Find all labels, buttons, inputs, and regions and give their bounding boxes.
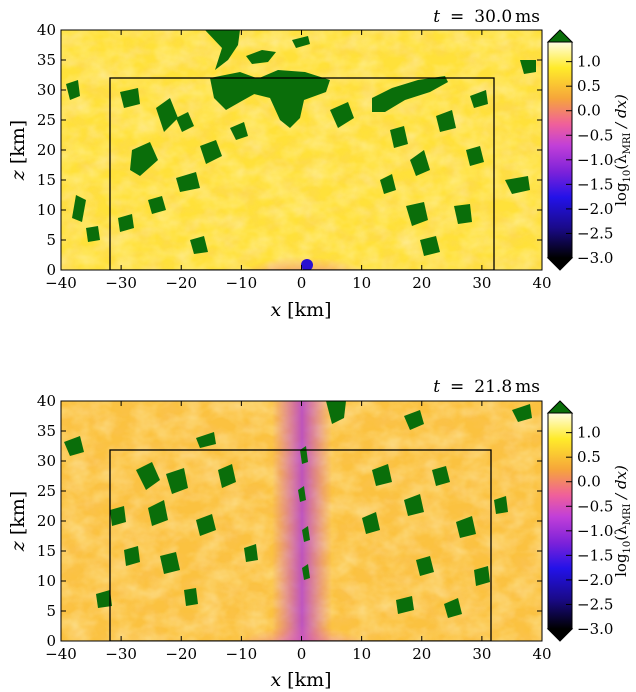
- colorbar-tick-label: −1.5: [577, 175, 613, 193]
- time-value: 21.8: [474, 377, 512, 397]
- x-tick-label: −10: [226, 274, 258, 292]
- heatmap-bottom: [61, 401, 542, 641]
- y-tick-label: 10: [37, 572, 56, 590]
- colorbar-tick-label: 0.5: [577, 77, 601, 95]
- colorbar-over-arrow: [546, 29, 574, 43]
- x-tick-label: 0: [297, 274, 307, 292]
- time-symbol: t: [433, 7, 440, 27]
- colorbar-gradient: [547, 412, 573, 630]
- x-tick-label: 40: [532, 274, 551, 292]
- axis-ticks-bottom: −40 −30 −20 −10 0 10 20 30 40 0 5 10 15 20 25 30 35 40: [37, 392, 552, 663]
- x-axis-label-bottom: x [km]: [270, 669, 331, 691]
- colorbar-tick-label: 1.0: [577, 53, 601, 71]
- x-tick-label: 20: [412, 645, 431, 663]
- colorbar-tick-label: −2.5: [577, 595, 613, 613]
- colorbar-tick-label: −0.5: [577, 497, 613, 515]
- colorbar-label-top: log10(λMRI / dx): [612, 94, 633, 206]
- y-tick-label: 40: [37, 21, 56, 39]
- colorbar-tick-label: −2.0: [577, 571, 613, 589]
- colorbar-tick-label: −0.5: [577, 126, 613, 144]
- colorbar-tick-label: −1.5: [577, 546, 613, 564]
- colorbar-under-arrow: [546, 628, 574, 642]
- x-tick-label: −40: [45, 645, 77, 663]
- core-region: [207, 202, 397, 270]
- colorbar-tick-label: −2.5: [577, 224, 613, 242]
- y-tick-label: 0: [46, 632, 56, 650]
- colorbar-tick-label: −3.0: [577, 620, 613, 638]
- y-tick-label: 5: [46, 231, 56, 249]
- colorbar-tick-label: −1.0: [577, 151, 613, 169]
- x-tick-label: 20: [412, 274, 431, 292]
- inner-box-top: [109, 77, 495, 270]
- colorbar-gradient: [547, 41, 573, 259]
- y-tick-label: 30: [37, 81, 56, 99]
- y-tick-label: 15: [37, 542, 56, 560]
- x-tick-label: 30: [472, 645, 491, 663]
- y-tick-label: 25: [37, 482, 56, 500]
- y-tick-label: 35: [37, 422, 56, 440]
- panel-bottom: −40 −30 −20 −10 0 10 20 30 40 0 5 10 15 20 25 30 35 40 t =…: [7, 377, 633, 691]
- time-label-bottom: t = 21.8 ms: [433, 377, 540, 397]
- colorbar-under-arrow: [546, 257, 574, 271]
- y-tick-label: 10: [37, 201, 56, 219]
- inner-box-bottom: [109, 449, 492, 641]
- colorbar-top: 1.0 0.5 0.0 −0.5 −1.0 −1.5 −2.0 −2.5 −3.0 log10(…: [546, 29, 633, 271]
- x-tick-label: −20: [165, 645, 197, 663]
- panel-top: −40 −30 −20 −10 0 10 20 30 40 0 5 10 15 20 25 30 35 40 t =…: [7, 7, 633, 321]
- y-axis-label-bottom: z[km]: [7, 491, 29, 552]
- heatmap-top: [61, 30, 542, 270]
- x-tick-label: −20: [165, 274, 197, 292]
- core-region: [202, 563, 402, 641]
- colorbar-tick-label: 0.0: [577, 473, 601, 491]
- y-axis-label-top: z[km]: [7, 120, 29, 181]
- time-value: 30.0: [474, 7, 512, 27]
- x-tick-label: 0: [297, 645, 307, 663]
- colorbar-tick-label: −2.0: [577, 200, 613, 218]
- x-tick-label: 10: [352, 274, 371, 292]
- y-tick-label: 35: [37, 51, 56, 69]
- green-regions: [64, 401, 532, 618]
- y-tick-label: 5: [46, 602, 56, 620]
- colorbar-bottom: 1.0 0.5 0.0 −0.5 −1.0 −1.5 −2.0 −2.5 −3.0 log10(…: [546, 400, 633, 642]
- y-tick-label: 30: [37, 452, 56, 470]
- axis-ticks-top: −40 −30 −20 −10 0 10 20 30 40 0 5 10 15 20 25 30 35 40: [37, 21, 552, 292]
- colorbar-tick-label: −1.0: [577, 522, 613, 540]
- core-center: [301, 259, 313, 270]
- x-tick-label: −40: [45, 274, 77, 292]
- x-tick-label: −30: [105, 645, 137, 663]
- x-tick-label: −10: [226, 645, 258, 663]
- x-tick-label: 40: [532, 645, 551, 663]
- time-unit: ms: [515, 7, 540, 27]
- x-axis-label-top: x [km]: [270, 299, 331, 321]
- time-unit: ms: [515, 377, 540, 397]
- time-symbol: t: [433, 377, 440, 397]
- x-tick-label: 10: [352, 645, 371, 663]
- y-tick-label: 20: [37, 512, 56, 530]
- y-tick-label: 0: [46, 261, 56, 279]
- colorbar-over-arrow: [546, 400, 574, 414]
- green-regions: [66, 30, 536, 256]
- y-tick-label: 20: [37, 141, 56, 159]
- y-tick-label: 25: [37, 111, 56, 129]
- colorbar-tick-label: 1.0: [577, 424, 601, 442]
- colorbar-ticks: 1.0 0.5 0.0 −0.5 −1.0 −1.5 −2.0 −2.5 −3.0: [566, 424, 613, 638]
- colorbar-tick-label: 0.0: [577, 102, 601, 120]
- colorbar-ticks: 1.0 0.5 0.0 −0.5 −1.0 −1.5 −2.0 −2.5 −3.0: [566, 53, 613, 267]
- colorbar-tick-label: −3.0: [577, 249, 613, 267]
- time-label-top: t = 30.0 ms: [433, 7, 540, 27]
- colorbar-label-bottom: log10(λMRI / dx): [612, 465, 633, 577]
- y-tick-label: 40: [37, 392, 56, 410]
- colorbar-tick-label: 0.5: [577, 448, 601, 466]
- x-tick-label: −30: [105, 274, 137, 292]
- y-tick-label: 15: [37, 171, 56, 189]
- x-tick-label: 30: [472, 274, 491, 292]
